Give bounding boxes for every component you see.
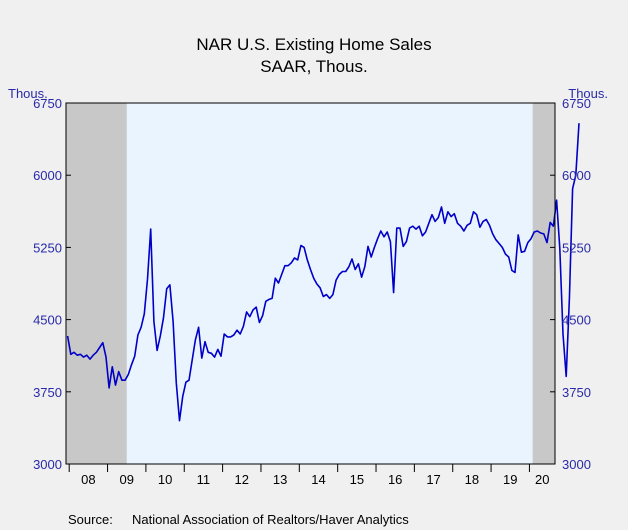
y-tick-label-right: 6000 [562,168,591,183]
y-tick-label-left: 6750 [33,96,62,111]
source-text: National Association of Realtors/Haver A… [132,512,409,527]
y-tick-label-right: 3000 [562,457,591,472]
x-tick-label: 17 [426,472,440,487]
left-unit-label: Thous. [8,86,48,101]
y-tick-label-left: 3750 [33,385,62,400]
plot-frame [65,102,556,465]
recession-band [66,103,127,464]
plot-area [66,103,580,464]
x-tick-label: 12 [235,472,249,487]
y-tick-label-left: 3000 [33,457,62,472]
x-tick-label: 10 [158,472,172,487]
x-tick-label: 15 [350,472,364,487]
y-tick-label-right: 4500 [562,313,591,328]
x-tick-label: 18 [465,472,479,487]
right-unit-label: Thous. [568,86,608,101]
y-tick-label-left: 5250 [33,240,62,255]
y-tick-label-right: 5250 [562,240,591,255]
series-line [66,123,580,422]
x-tick-label: 11 [197,472,211,487]
plot-background [66,103,555,464]
y-tick-label-right: 6750 [562,96,591,111]
y-tick-label-right: 3750 [562,385,591,400]
y-tick-label-left: 4500 [33,313,62,328]
chart-subtitle: SAAR, Thous. [260,57,367,76]
axes: 6750 6750 6000 6000 5250 5250 4500 4500 3750 3750… [33,96,591,487]
recession-band [532,103,555,464]
x-tick-label: 08 [81,472,95,487]
source-prefix: Source: [68,512,113,527]
x-tick-label: 20 [535,472,549,487]
x-tick-label: 14 [311,472,325,487]
x-tick-label: 13 [273,472,287,487]
x-tick-label: 09 [119,472,133,487]
x-tick-label: 16 [388,472,402,487]
y-tick-label-left: 6000 [33,168,62,183]
x-tick-label: 19 [503,472,517,487]
chart-title: NAR U.S. Existing Home Sales [196,35,431,54]
